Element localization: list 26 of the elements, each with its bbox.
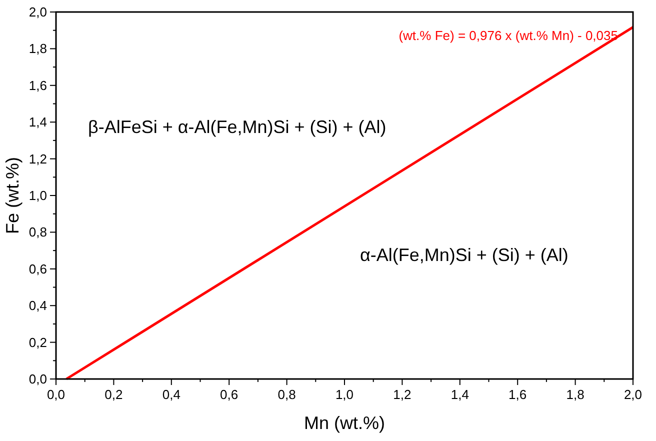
x-tick-label: 0,6: [220, 387, 238, 402]
y-axis-title: Fe (wt.%): [2, 156, 22, 234]
y-tick-label: 2,0: [28, 4, 47, 20]
y-tick-label: 1,0: [28, 188, 47, 203]
x-tick-label: 0,0: [46, 387, 66, 402]
x-tick-label: 1,2: [393, 387, 412, 402]
y-tick-label: 0,4: [28, 298, 47, 314]
y-tick-label: 0,2: [28, 334, 47, 350]
x-tick-label: 0,2: [104, 387, 123, 402]
x-tick-label: 1,8: [566, 387, 584, 402]
x-axis-title: Mn (wt.%): [304, 413, 385, 433]
annotation: β-AlFeSi + α-Al(Fe,Mn)Si + (Si) + (Al): [88, 117, 386, 137]
y-tick-label: 1,6: [28, 78, 47, 93]
x-tick-label: 0,8: [278, 387, 296, 402]
x-tick-label: 1,0: [335, 387, 354, 402]
y-tick-label: 1,2: [28, 151, 47, 166]
x-tick-label: 0,4: [162, 387, 180, 402]
y-tick-label: 1,4: [28, 114, 47, 130]
x-tick-label: 1,6: [508, 387, 527, 402]
annotation: α-Al(Fe,Mn)Si + (Si) + (Al): [360, 245, 568, 265]
x-tick-label: 1,4: [450, 387, 469, 402]
y-tick-label: 0,6: [28, 261, 47, 276]
y-tick-label: 0,8: [28, 224, 47, 240]
y-tick-label: 1,8: [28, 41, 47, 56]
x-tick-label: 2,0: [624, 387, 642, 402]
y-tick-label: 0,0: [28, 372, 47, 386]
